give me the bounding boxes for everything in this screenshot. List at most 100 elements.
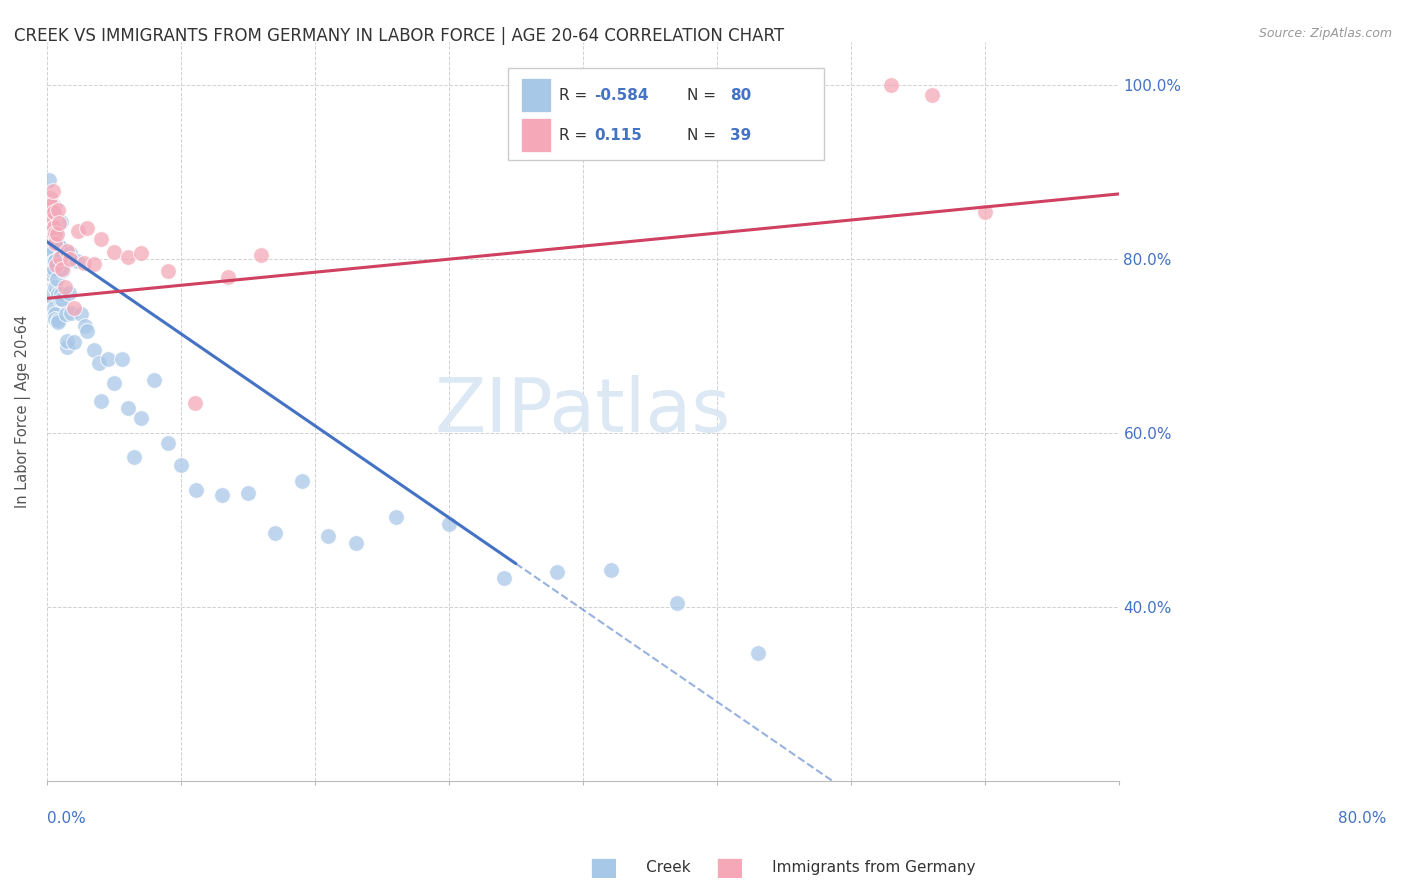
- Point: [42, 253, 65, 268]
- Point: [385, 510, 408, 524]
- Text: 0.115: 0.115: [595, 128, 643, 143]
- Point: [250, 248, 273, 262]
- Text: ZIPatlas: ZIPatlas: [434, 375, 731, 448]
- Point: [42, 301, 65, 315]
- Point: [41, 239, 63, 253]
- Point: [747, 647, 769, 661]
- Point: [42, 220, 65, 235]
- Point: [55, 307, 77, 321]
- Point: [41, 259, 63, 273]
- Point: [39, 221, 62, 235]
- Point: [38, 226, 60, 240]
- Point: [546, 566, 568, 580]
- Text: 80.0%: 80.0%: [1339, 811, 1386, 826]
- Point: [44, 231, 66, 245]
- Point: [39, 191, 62, 205]
- Point: [42, 205, 65, 219]
- Point: [58, 285, 80, 300]
- Point: [103, 376, 125, 391]
- Point: [344, 536, 367, 550]
- Point: [87, 356, 110, 370]
- Point: [55, 340, 77, 354]
- Point: [110, 351, 132, 366]
- Text: 0.0%: 0.0%: [46, 811, 86, 826]
- Point: [44, 311, 66, 326]
- Point: [39, 230, 62, 244]
- Text: R =: R =: [560, 87, 592, 103]
- Point: [117, 401, 139, 415]
- Point: [51, 262, 73, 277]
- Point: [72, 256, 94, 270]
- FancyBboxPatch shape: [508, 68, 824, 160]
- Text: Creek: Creek: [612, 860, 690, 874]
- Point: [129, 245, 152, 260]
- Point: [53, 279, 76, 293]
- Point: [83, 343, 105, 357]
- Point: [76, 221, 98, 235]
- Point: [599, 564, 621, 578]
- Text: CREEK VS IMMIGRANTS FROM GERMANY IN LABOR FORCE | AGE 20-64 CORRELATION CHART: CREEK VS IMMIGRANTS FROM GERMANY IN LABO…: [14, 27, 785, 45]
- Point: [170, 458, 193, 472]
- Point: [66, 224, 89, 238]
- Text: 80: 80: [730, 87, 751, 103]
- Point: [44, 307, 66, 321]
- Point: [44, 262, 66, 277]
- Point: [124, 450, 146, 464]
- Point: [42, 245, 65, 260]
- Point: [211, 488, 233, 502]
- Point: [49, 240, 72, 254]
- Point: [51, 286, 73, 301]
- Point: [41, 202, 63, 216]
- Point: [39, 224, 62, 238]
- Point: [42, 264, 65, 278]
- Point: [46, 312, 69, 326]
- Text: 39: 39: [730, 128, 751, 143]
- Point: [46, 238, 69, 252]
- Point: [41, 211, 63, 226]
- Point: [97, 352, 120, 367]
- Point: [52, 263, 75, 277]
- Point: [39, 267, 62, 281]
- Point: [103, 244, 125, 259]
- Point: [73, 319, 96, 334]
- Point: [263, 526, 285, 541]
- Point: [42, 220, 65, 235]
- Point: [238, 486, 260, 500]
- Point: [45, 233, 67, 247]
- Point: [156, 264, 179, 278]
- Point: [63, 335, 86, 350]
- Point: [38, 234, 60, 248]
- Point: [48, 216, 70, 230]
- Text: -0.584: -0.584: [595, 87, 648, 103]
- Point: [492, 571, 515, 585]
- Point: [63, 301, 86, 315]
- Text: Source: ZipAtlas.com: Source: ZipAtlas.com: [1258, 27, 1392, 40]
- Point: [38, 238, 60, 252]
- Point: [48, 286, 70, 301]
- Point: [46, 202, 69, 217]
- Point: [129, 411, 152, 425]
- Point: [880, 78, 903, 92]
- Point: [49, 251, 72, 265]
- Point: [90, 394, 112, 409]
- Point: [59, 252, 82, 267]
- Point: [90, 232, 112, 246]
- Point: [38, 173, 60, 187]
- Point: [83, 257, 105, 271]
- Point: [183, 396, 205, 410]
- Point: [56, 334, 79, 348]
- Point: [41, 184, 63, 198]
- Point: [39, 228, 62, 243]
- FancyBboxPatch shape: [522, 78, 551, 112]
- Point: [318, 529, 340, 543]
- Point: [39, 235, 62, 249]
- Point: [59, 245, 82, 260]
- Point: [39, 243, 62, 257]
- Point: [76, 324, 98, 338]
- Point: [39, 221, 62, 235]
- Point: [56, 244, 79, 258]
- Point: [921, 87, 943, 102]
- Point: [157, 436, 180, 450]
- Text: R =: R =: [560, 128, 592, 143]
- Point: [291, 474, 314, 488]
